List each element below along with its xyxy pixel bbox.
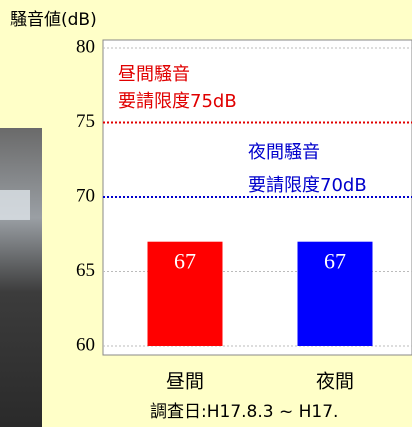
limit-label: 要請限度75dB [118, 91, 237, 112]
y-tick-label: 70 [76, 185, 95, 206]
y-tick-label: 60 [76, 334, 95, 355]
limit-label: 夜間騒音 [248, 142, 320, 163]
limit-label: 要請限度70dB [248, 175, 367, 196]
y-tick-label: 75 [76, 111, 95, 132]
chart-title: 騒音値(dB) [10, 10, 97, 30]
value-label: 67 [174, 249, 196, 274]
y-tick-label: 80 [76, 36, 95, 57]
note: 調査日:H17.8.3 ~ H17. [150, 402, 338, 422]
value-label: 67 [324, 249, 346, 274]
photo-detail [0, 190, 30, 220]
x-tick-label: 昼間 [166, 371, 204, 393]
chart: 騒音値(dB) 調査日:H17.8.3 ~ H17. 60 65 70 75 80 67 昼… [0, 0, 412, 427]
limit-label: 昼間騒音 [118, 64, 190, 85]
photo [0, 128, 42, 427]
x-tick-label: 夜間 [316, 371, 354, 393]
y-tick-label: 65 [76, 260, 95, 281]
page: {"chart_data": {"type": "bar", "title": … [0, 0, 412, 427]
